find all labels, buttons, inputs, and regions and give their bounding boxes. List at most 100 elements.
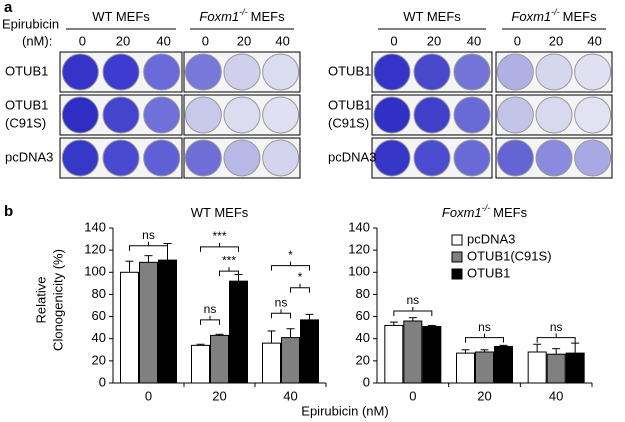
significance-label: ns	[550, 320, 563, 334]
bar	[262, 342, 281, 384]
plate	[184, 53, 222, 91]
plate	[496, 53, 534, 91]
significance-label: ns	[204, 302, 217, 316]
plate	[143, 139, 181, 177]
bar	[300, 319, 319, 384]
plate	[413, 139, 451, 177]
group-title: Foxm1-/- MEFs	[442, 203, 528, 220]
row-label: OTUB1	[328, 97, 371, 112]
bar	[403, 320, 423, 384]
y-tick-label: 0	[363, 374, 370, 389]
plate	[373, 139, 411, 177]
y-tick-label: 40	[356, 330, 370, 345]
x-tick-label: 40	[283, 388, 297, 403]
dose: 20	[549, 33, 563, 48]
significance-bracket	[129, 241, 168, 251]
bar	[475, 351, 494, 384]
row-label: OTUB1	[5, 97, 48, 112]
plate	[413, 53, 451, 91]
x-tick-label: 40	[549, 388, 563, 403]
row-label: OTUB1	[5, 63, 48, 78]
significance-label: ***	[222, 253, 236, 267]
title-text: WT MEFs	[403, 9, 461, 24]
bar	[422, 326, 442, 384]
group-title: Foxm1-/- MEFs	[199, 7, 285, 24]
bar	[546, 353, 566, 384]
y-tick-label: 60	[356, 308, 370, 323]
dose: 20	[427, 33, 441, 48]
plate	[453, 53, 491, 91]
bar	[139, 261, 158, 384]
dose: 0	[514, 33, 521, 48]
significance-bracket	[219, 267, 239, 277]
gene-name: Foxm1	[442, 205, 482, 220]
plate	[61, 53, 99, 91]
dose: 40	[587, 33, 601, 48]
y-tick-label: 20	[92, 352, 106, 367]
title-text: WT MEFs	[191, 205, 249, 220]
dose-label: (nM):	[22, 33, 52, 48]
title-text: MEFs	[493, 205, 527, 220]
plate	[262, 53, 300, 91]
dose: 0	[390, 33, 397, 48]
plate	[453, 96, 491, 134]
bar	[281, 337, 300, 384]
plate	[223, 139, 261, 177]
plate	[496, 139, 534, 177]
y-tick-label: 120	[84, 242, 106, 257]
plate	[223, 96, 261, 134]
dose: 40	[156, 33, 170, 48]
significance-bracket	[465, 333, 504, 343]
significance-label: *	[298, 270, 303, 284]
legend-label: pcDNA3	[467, 231, 515, 246]
panel-label: a	[4, 0, 13, 16]
dose: 40	[467, 33, 481, 48]
row-label: (C91S)	[328, 115, 369, 130]
row-label: OTUB1	[328, 63, 371, 78]
x-tick-label: 20	[212, 388, 226, 403]
plate	[535, 53, 573, 91]
y-axis-label: Relative	[33, 277, 48, 324]
significance-bracket	[393, 307, 433, 317]
plate	[574, 53, 612, 91]
dose: 40	[275, 33, 289, 48]
group-title: Foxm1-/- MEFs	[511, 7, 597, 24]
superscript: -/-	[482, 203, 491, 213]
bar	[210, 334, 229, 384]
y-tick-label: 0	[99, 374, 106, 389]
plate	[453, 139, 491, 177]
bar	[120, 271, 139, 384]
plate	[574, 96, 612, 134]
gene-name: Foxm1	[199, 9, 239, 24]
dose: 20	[237, 33, 251, 48]
significance-label: ns	[142, 228, 155, 242]
plate	[413, 96, 451, 134]
bar	[527, 351, 547, 384]
group-title: WT MEFs	[403, 9, 461, 24]
y-tick-label: 120	[348, 242, 370, 257]
plate	[184, 96, 222, 134]
significance-bracket	[200, 242, 239, 252]
plate	[496, 96, 534, 134]
group-title: WT MEFs	[92, 9, 150, 24]
plate	[373, 96, 411, 134]
y-tick-label: 80	[356, 286, 370, 301]
significance-bracket	[290, 283, 310, 293]
y-tick-label: 100	[84, 264, 106, 279]
bar	[494, 345, 513, 384]
significance-bracket	[271, 309, 291, 319]
title-text: WT MEFs	[92, 9, 150, 24]
significance-label: ns	[275, 295, 288, 309]
plate	[574, 139, 612, 177]
plate	[223, 53, 261, 91]
plate	[102, 139, 140, 177]
plate	[184, 139, 222, 177]
legend-swatch	[451, 268, 463, 280]
y-axis-label: Clonogenicity (%)	[50, 249, 65, 351]
bar	[565, 352, 585, 384]
plate	[61, 139, 99, 177]
plate	[535, 139, 573, 177]
y-tick-label: 80	[92, 286, 106, 301]
dose: 0	[79, 33, 86, 48]
